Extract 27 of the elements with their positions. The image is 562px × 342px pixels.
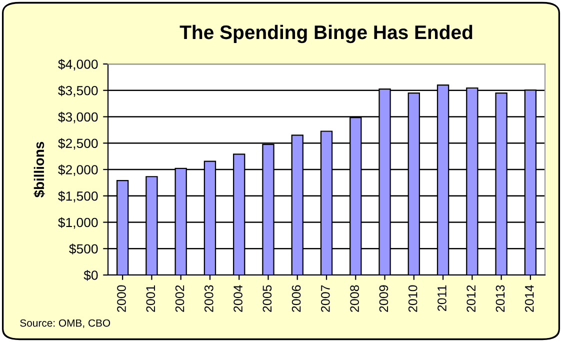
y-tick-label: $4,000: [58, 59, 98, 70]
y-tick-label: $0: [84, 270, 98, 281]
y-tick-label: $2,000: [58, 164, 98, 176]
x-tick-label: 2012: [466, 285, 476, 312]
y-tick-label: $1,000: [58, 217, 98, 229]
x-tick-label: 2008: [350, 285, 359, 312]
x-tick-label: 2001: [146, 285, 156, 312]
y-tick-label: $3,000: [58, 112, 98, 124]
x-tick-label: 2002: [175, 285, 184, 312]
chart-title: The Spending Binge Has Ended: [180, 24, 472, 44]
x-tick-label: 2003: [204, 285, 214, 312]
x-tick-label: 2013: [496, 285, 505, 312]
y-axis-title: $billions: [34, 142, 45, 198]
x-tick-label: 2014: [524, 285, 534, 312]
x-tick-label: 2006: [292, 285, 301, 312]
y-tick-label: $500: [69, 244, 98, 254]
x-tick-label: 2010: [408, 285, 418, 312]
source-note: Source: OMB, CBO: [20, 319, 110, 328]
x-tick-label: 2011: [438, 285, 446, 311]
x-tick-label: 2005: [262, 285, 272, 312]
x-tick-label: 2007: [321, 285, 330, 312]
x-tick-label: 2000: [117, 285, 126, 312]
y-tick-label: $2,500: [58, 138, 98, 150]
x-tick-label: 2009: [379, 285, 388, 312]
y-tick-label: $1,500: [58, 190, 98, 202]
y-tick-label: $3,500: [58, 85, 98, 97]
x-tick-label: 2004: [234, 285, 242, 312]
